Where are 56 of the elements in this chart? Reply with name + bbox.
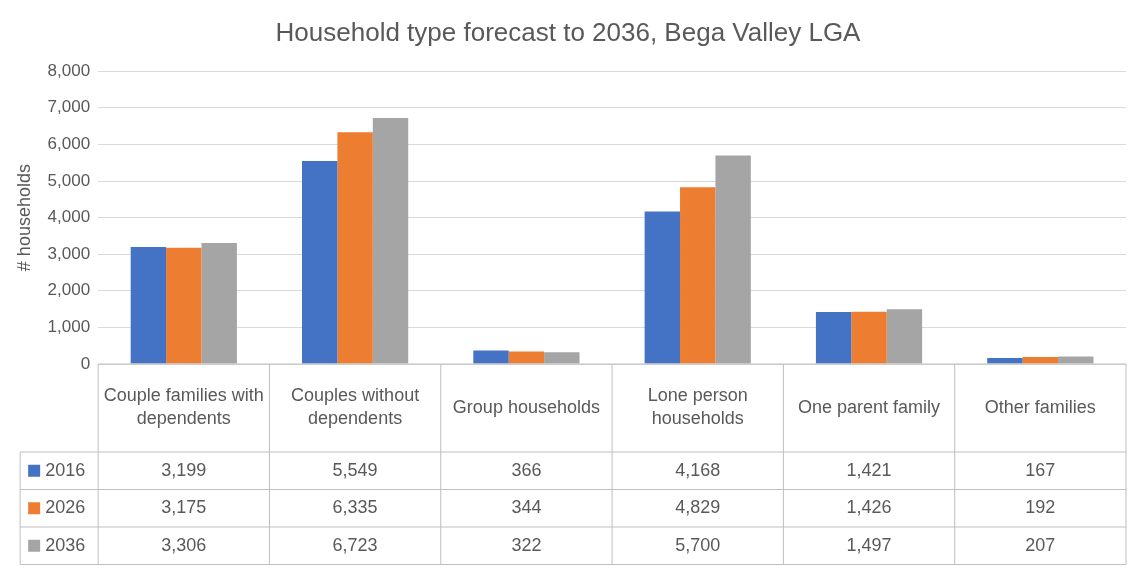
data-label: 4,168 (675, 459, 721, 480)
x-tick-label: Group households (452, 396, 600, 417)
bar (473, 350, 509, 364)
bar (337, 132, 373, 364)
x-tick-label: Other families (984, 396, 1096, 417)
data-label: 207 (1025, 534, 1056, 555)
data-label: 3,306 (161, 534, 207, 555)
bar (680, 187, 716, 364)
x-tick-label: Lone person households (647, 385, 748, 429)
data-label: 1,497 (846, 534, 892, 555)
bar (372, 117, 409, 364)
x-tick-label: Couple families with dependents (103, 385, 264, 429)
data-label: 167 (1025, 459, 1056, 480)
y-tick-label: 7,000 (47, 97, 91, 117)
data-label: 3,199 (161, 459, 207, 480)
y-axis-title: # households (13, 164, 34, 272)
data-label: 4,829 (675, 497, 721, 518)
bar (851, 311, 887, 364)
data-label: 6,335 (332, 497, 378, 518)
bar (886, 309, 923, 364)
legend-label: 2016 (45, 459, 86, 480)
data-label: 322 (511, 534, 542, 555)
data-label: 5,549 (332, 459, 378, 480)
bar (1022, 356, 1059, 364)
chart-title: Household type forecast to 2036, Bega Valley LGA (275, 16, 862, 47)
bar (130, 246, 167, 364)
bar (715, 155, 751, 364)
y-tick-label: 2,000 (47, 280, 91, 300)
bar (644, 211, 681, 364)
data-label: 6,723 (332, 534, 378, 555)
bar (1058, 356, 1094, 364)
bar (302, 160, 338, 364)
x-tick-label: Couples without dependents (291, 385, 420, 429)
x-tick-label: One parent family (798, 396, 941, 417)
data-label: 3,175 (161, 497, 207, 518)
y-tick-label: 5,000 (47, 170, 91, 190)
data-label: 1,426 (846, 497, 892, 518)
y-tick-label: 3,000 (47, 243, 91, 263)
y-tick-label: 6,000 (47, 134, 91, 154)
y-tick-label: 4,000 (47, 207, 91, 227)
legend-label: 2026 (45, 497, 86, 518)
y-tick-label: 8,000 (47, 60, 91, 80)
bar (166, 247, 202, 364)
data-label: 1,421 (846, 459, 892, 480)
y-tick-label: 1,000 (47, 317, 91, 337)
bar (815, 311, 852, 364)
data-label: 366 (511, 459, 542, 480)
data-label: 344 (511, 497, 542, 518)
bar (201, 243, 237, 364)
legend-label: 2036 (45, 534, 86, 555)
data-label: 5,700 (675, 534, 721, 555)
bar (544, 352, 580, 364)
bar (987, 357, 1023, 364)
data-label: 192 (1025, 497, 1056, 518)
y-tick-label: 0 (80, 353, 91, 373)
bar (508, 351, 545, 364)
